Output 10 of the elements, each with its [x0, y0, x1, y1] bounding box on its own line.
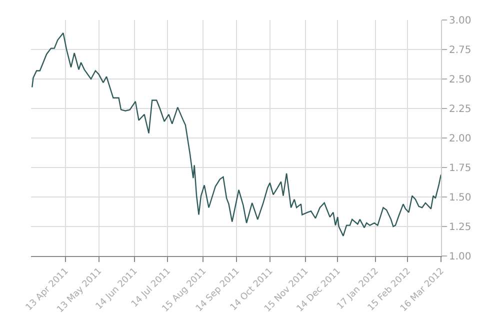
y-tick-label: 1.25: [449, 222, 472, 233]
y-tick-label: 1.75: [449, 163, 472, 174]
y-tick-label: 2.00: [449, 134, 472, 144]
y-tick-label: 1.50: [449, 192, 472, 204]
y-tick-label: 2.75: [449, 45, 472, 56]
line-series: [32, 32, 441, 237]
y-tick-label: 1.00: [449, 252, 472, 262]
y-tick-label: 2.50: [449, 74, 472, 86]
y-tick-label: 3.00: [449, 16, 472, 26]
y-tick-label: 2.25: [449, 104, 472, 115]
